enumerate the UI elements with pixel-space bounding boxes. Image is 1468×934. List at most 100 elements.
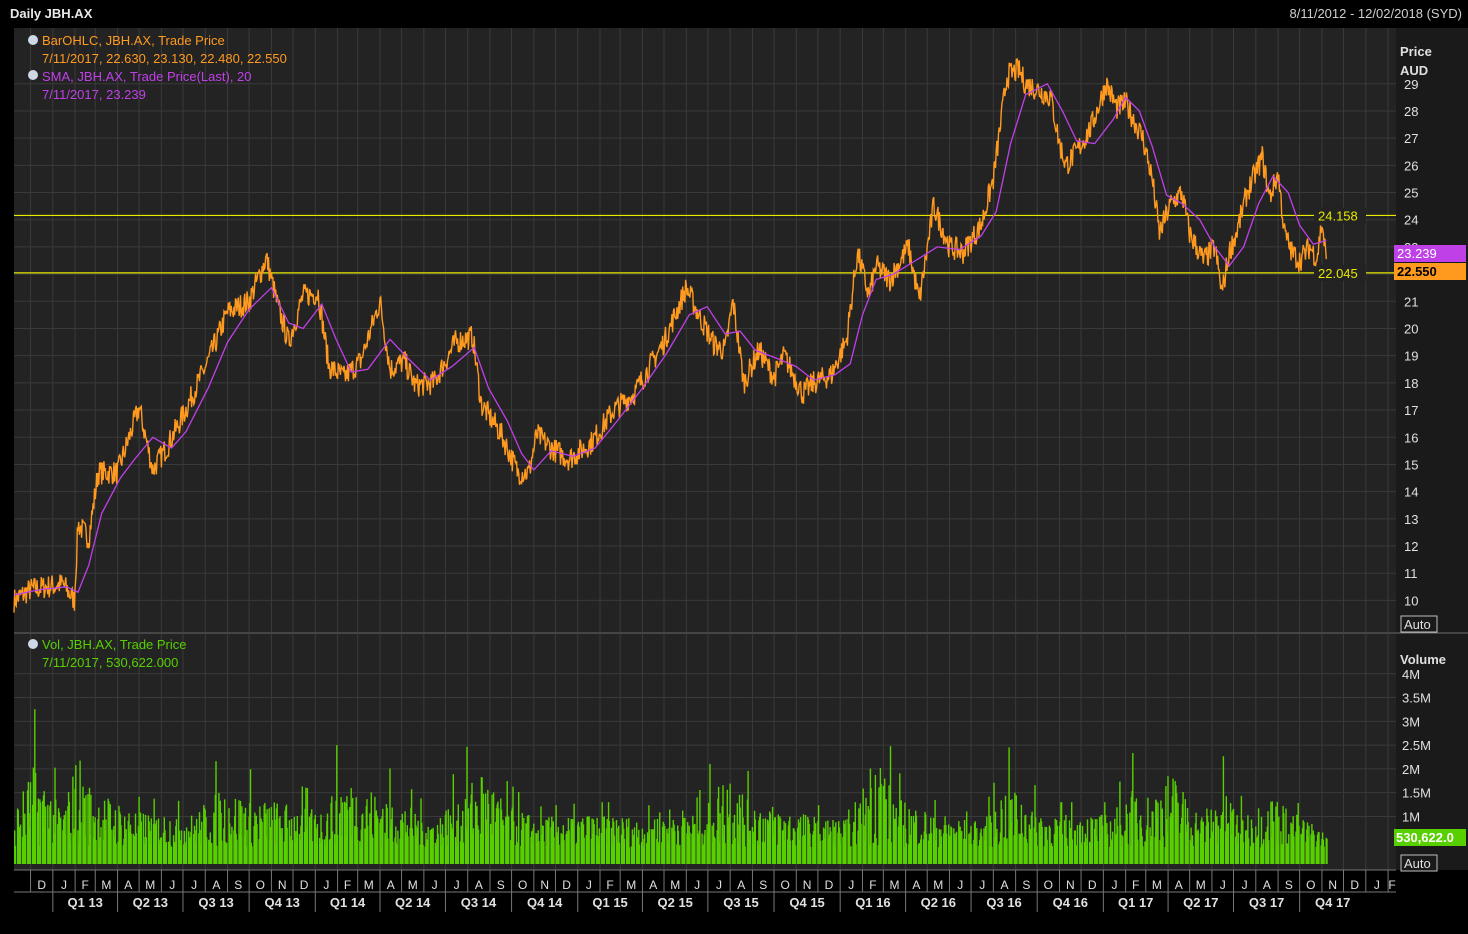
- volume-bar: [170, 846, 173, 864]
- volume-bar: [1216, 816, 1218, 864]
- volume-bar: [749, 830, 751, 864]
- volume-tick-label: 2.5M: [1402, 738, 1431, 753]
- volume-bar: [1162, 836, 1164, 864]
- volume-bar: [615, 820, 618, 864]
- legend-sma[interactable]: SMA, JBH.AX, Trade Price(Last), 20 7/11/…: [28, 69, 252, 102]
- last-price-tag: 22.550: [1394, 263, 1466, 280]
- legend-sma-icon[interactable]: [28, 70, 38, 80]
- volume-bar: [817, 805, 820, 864]
- volume-bar: [238, 800, 240, 864]
- volume-bar: [543, 841, 545, 864]
- volume-bar: [845, 819, 847, 864]
- volume-bar: [915, 815, 918, 864]
- volume-bar: [321, 832, 323, 864]
- volume-bar: [1181, 804, 1184, 864]
- time-axis-bg: [14, 870, 1396, 934]
- volume-bar: [1257, 835, 1259, 864]
- volume-bar: [1288, 834, 1290, 864]
- volume-bar: [125, 829, 127, 864]
- volume-bar: [784, 823, 787, 864]
- month-label: N: [540, 878, 549, 892]
- volume-bar: [1046, 839, 1048, 864]
- legend-volume-icon[interactable]: [28, 639, 38, 649]
- volume-bar: [895, 807, 897, 864]
- quarter-label: Q2 13: [133, 895, 168, 910]
- volume-bar: [1124, 831, 1126, 864]
- volume-bar: [689, 832, 691, 864]
- volume-bar: [280, 828, 282, 864]
- volume-bar: [1186, 831, 1188, 864]
- volume-tick-label: 3.5M: [1402, 691, 1431, 706]
- volume-auto-button-frame[interactable]: [1400, 854, 1438, 872]
- volume-bar: [21, 836, 24, 864]
- month-label: M: [408, 878, 418, 892]
- volume-bar: [29, 782, 32, 864]
- volume-bar: [340, 797, 342, 864]
- legend-ohlc-icon[interactable]: [28, 35, 38, 45]
- volume-bar: [1326, 838, 1328, 864]
- volume-bar: [57, 824, 59, 864]
- volume-bar: [1101, 814, 1103, 864]
- volume-bar: [1157, 802, 1159, 864]
- volume-bar: [934, 800, 936, 864]
- volume-bar: [914, 824, 916, 864]
- legend-volume-name: Vol, JBH.AX, Trade Price: [42, 637, 187, 652]
- price-auto-button-label[interactable]: Auto: [1404, 617, 1431, 632]
- volume-bar: [225, 845, 227, 864]
- volume-bar: [545, 819, 547, 864]
- volume-bar: [165, 841, 168, 864]
- volume-bar: [1240, 795, 1243, 864]
- volume-bar: [696, 797, 698, 864]
- volume-bar: [1267, 811, 1269, 864]
- volume-bar: [714, 838, 716, 864]
- volume-bar: [674, 831, 676, 864]
- volume-bar: [98, 846, 101, 864]
- volume-bar: [1170, 812, 1172, 864]
- volume-bar: [762, 818, 764, 864]
- volume-bar: [1066, 845, 1069, 864]
- volume-bar: [28, 813, 30, 864]
- volume-bar: [102, 819, 104, 864]
- volume-bar: [417, 820, 419, 864]
- volume-bar: [331, 831, 334, 864]
- volume-bar: [223, 828, 225, 864]
- volume-bar: [510, 810, 513, 864]
- volume-bar: [618, 842, 621, 864]
- month-label: J: [1220, 878, 1226, 892]
- volume-auto-button-label[interactable]: Auto: [1404, 856, 1431, 871]
- volume-bar: [462, 842, 465, 864]
- volume-bar: [211, 842, 213, 864]
- price-auto-button-frame[interactable]: [1400, 615, 1438, 633]
- volume-bar: [1311, 824, 1313, 864]
- volume-bar: [369, 822, 372, 864]
- price-tick-label: 11: [1404, 566, 1418, 581]
- volume-bar: [260, 819, 262, 864]
- legend-volume[interactable]: Vol, JBH.AX, Trade Price 7/11/2017, 530,…: [28, 637, 187, 670]
- month-label: M: [145, 878, 155, 892]
- volume-bar: [533, 823, 535, 864]
- volume-bar: [452, 774, 454, 864]
- price-tick-label: 18: [1404, 376, 1418, 391]
- volume-bar: [461, 830, 463, 864]
- volume-bar: [321, 839, 324, 864]
- volume-bar: [155, 820, 158, 864]
- volume-bar: [1260, 816, 1263, 864]
- volume-auto-button[interactable]: Auto: [1400, 854, 1438, 872]
- volume-bar: [1201, 817, 1203, 864]
- quarter-label: Q3 13: [198, 895, 233, 910]
- legend-ohlc[interactable]: BarOHLC, JBH.AX, Trade Price 7/11/2017, …: [28, 33, 287, 66]
- volume-bar: [1242, 842, 1245, 864]
- volume-bar: [1275, 806, 1277, 864]
- price-panel[interactable]: [14, 28, 1396, 632]
- horizontal-lines[interactable]: 24.158 22.045: [14, 207, 1396, 281]
- volume-bar: [925, 834, 928, 864]
- volume-bar: [628, 847, 631, 864]
- volume-bar: [486, 831, 488, 864]
- volume-bar: [135, 833, 137, 864]
- volume-bar: [986, 816, 988, 864]
- price-auto-button[interactable]: Auto: [1400, 615, 1438, 633]
- volume-bar: [1001, 809, 1003, 864]
- volume-tick-label: 4M: [1402, 667, 1420, 682]
- month-label: M: [670, 878, 680, 892]
